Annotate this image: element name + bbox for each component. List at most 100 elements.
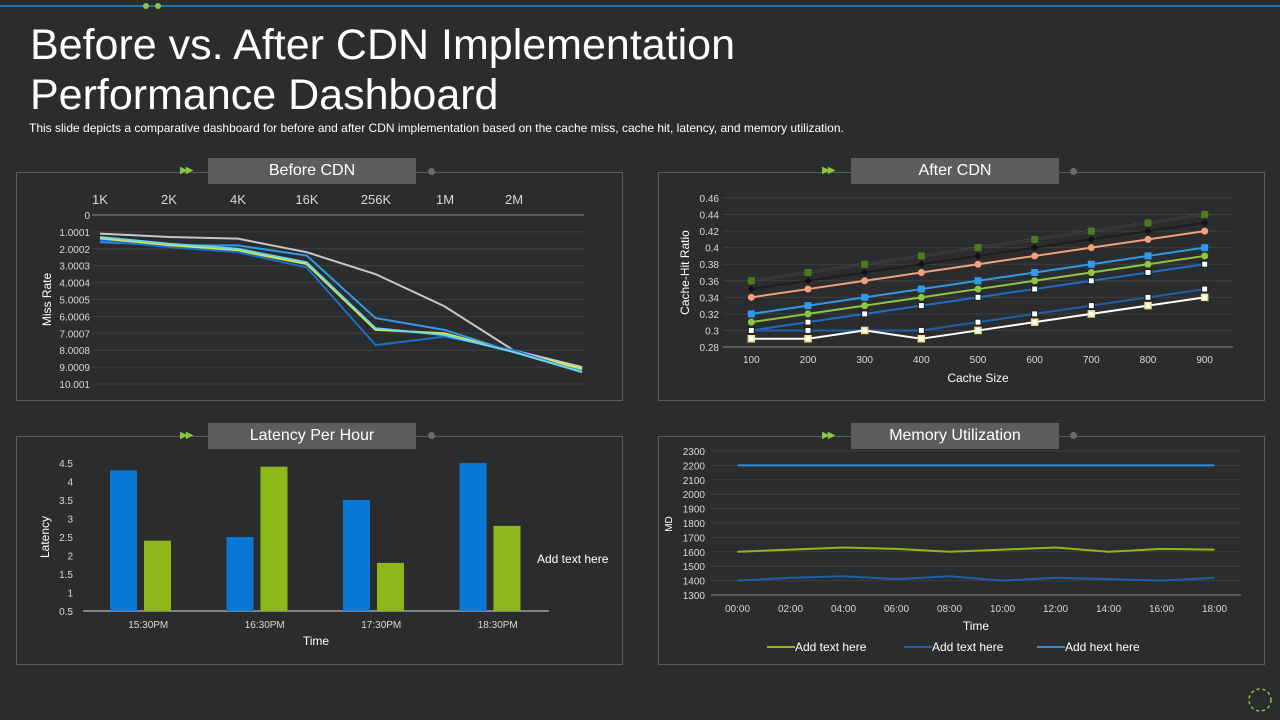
- x-tick-label: 500: [970, 355, 987, 366]
- series-5-point: [974, 277, 982, 285]
- x-category-label: 10:00: [990, 604, 1015, 615]
- series-6-point: [747, 318, 755, 326]
- series-2-point: [747, 277, 755, 285]
- x-axis-title: Time: [963, 619, 990, 633]
- page-subtitle: This slide depicts a comparative dashboa…: [29, 121, 844, 135]
- y-tick-label: 0.44: [700, 211, 720, 222]
- corner-logo-icon: [1248, 688, 1272, 712]
- series-2-point: [917, 252, 925, 260]
- y-tick-label: 9.0009: [59, 363, 90, 374]
- series-line-1: [737, 546, 1215, 553]
- y-axis-title: MD: [664, 516, 675, 532]
- series-5-point: [1201, 244, 1209, 252]
- after-dot-icon: [1070, 168, 1077, 175]
- before-cdn-title: Before CDN: [208, 158, 416, 184]
- series-7-point: [917, 302, 925, 310]
- series-3-point: [974, 252, 982, 260]
- series-3-point: [1201, 219, 1209, 227]
- series-3-point: [1031, 244, 1039, 252]
- series-9-point: [747, 334, 756, 343]
- y-tick-label: 4: [67, 478, 73, 489]
- x-category-label: 02:00: [778, 604, 803, 615]
- x-category-label: 00:00: [725, 604, 750, 615]
- y-tick-label: 4.5: [59, 459, 73, 470]
- y-tick-label: 1600: [683, 548, 706, 559]
- series-8-point: [1144, 293, 1152, 301]
- y-tick-label: 2000: [683, 490, 706, 501]
- series-2-point: [1144, 219, 1152, 227]
- y-tick-label: 7.0007: [59, 329, 90, 340]
- top-accent-line: [0, 5, 1280, 7]
- series-9-point: [974, 326, 982, 335]
- series-7-point: [1031, 285, 1039, 293]
- y-tick-label: 0.34: [700, 293, 720, 304]
- series-5-point: [1144, 252, 1152, 260]
- series-9-point: [1200, 293, 1209, 302]
- y-axis-title: Miss Rate: [40, 273, 54, 327]
- series-6-point: [1031, 277, 1039, 285]
- y-tick-label: 1800: [683, 519, 706, 530]
- series-line-4: [99, 239, 583, 374]
- after-arrows-icon: ▶▶: [822, 165, 835, 176]
- series-line-1: [99, 232, 583, 369]
- legend-label-3: Add hext here: [1065, 640, 1140, 654]
- series-line-5: [99, 235, 583, 374]
- y-tick-label: 0.5: [59, 607, 73, 618]
- series-9-point: [1087, 310, 1096, 318]
- series-7-point: [861, 310, 869, 318]
- series-8-point: [974, 318, 982, 326]
- y-axis-title: Cache-Hit Ratio: [678, 230, 692, 315]
- series-6-point: [1201, 252, 1209, 260]
- latency-chart: 0.5 1 1.5 2 2.5 3 3.5 4 4.5 15:30PM 16:30PM 17:30PM…: [38, 459, 609, 648]
- memory-title: Memory Utilization: [851, 423, 1059, 449]
- bar-1-17:30PM: [343, 500, 370, 611]
- series-9-point: [804, 334, 812, 343]
- bar-1-16:30PM: [226, 537, 254, 611]
- y-tick-label: 0.28: [700, 343, 720, 354]
- bar-2-16:30PM: [260, 466, 288, 611]
- series-9-point: [917, 334, 926, 343]
- latency-dot-icon: [428, 432, 435, 439]
- before-arrows-icon: ▶▶: [180, 165, 193, 176]
- series-4-point: [861, 277, 869, 285]
- series-8-point: [1201, 285, 1209, 293]
- x-tick-label: 600: [1026, 355, 1043, 366]
- y-tick-label: 0.36: [700, 277, 720, 288]
- x-category-label: 04:00: [831, 604, 856, 615]
- x-category-label: 08:00: [937, 604, 962, 615]
- y-tick-label: 2.0002: [59, 245, 90, 256]
- y-tick-label: 3.5: [59, 496, 73, 507]
- x-category-label: 1K: [92, 192, 108, 207]
- legend-label-1: Add text here: [795, 640, 867, 654]
- latency-arrows-icon: ▶▶: [180, 430, 193, 441]
- y-tick-label: 3.0003: [59, 262, 90, 273]
- x-tick-label: 400: [913, 355, 930, 366]
- series-4-point: [917, 269, 925, 276]
- bar-2-18:30PM: [493, 525, 521, 611]
- series-4-point: [1031, 252, 1039, 260]
- series-6-point: [1087, 269, 1095, 276]
- x-category-label: 17:30PM: [361, 620, 401, 631]
- y-tick-label: 1900: [683, 505, 706, 516]
- series-6-point: [804, 310, 812, 318]
- y-tick-label: 0.46: [700, 194, 720, 205]
- y-tick-label: 1.5: [59, 570, 73, 581]
- series-5-point: [1087, 260, 1095, 268]
- x-category-label: 16:00: [1149, 604, 1174, 615]
- x-tick-label: 900: [1196, 355, 1213, 366]
- page-title: Before vs. After CDN Implementation Perf…: [30, 21, 736, 119]
- series-5-point: [747, 310, 755, 318]
- series-3-point: [747, 285, 755, 293]
- x-category-label: 18:30PM: [478, 620, 518, 631]
- y-tick-label: 4.0004: [59, 279, 90, 290]
- y-tick-label: 1500: [683, 562, 706, 573]
- series-3-point: [1087, 235, 1095, 243]
- series-6-point: [1144, 260, 1152, 268]
- series-7-point: [804, 318, 812, 326]
- x-category-label: 14:00: [1096, 604, 1121, 615]
- series-8-point: [1087, 302, 1095, 310]
- before-dot-icon: [428, 168, 435, 175]
- after-cdn-title: After CDN: [851, 158, 1059, 184]
- series-2-point: [861, 260, 869, 268]
- x-category-label: 2M: [505, 192, 523, 207]
